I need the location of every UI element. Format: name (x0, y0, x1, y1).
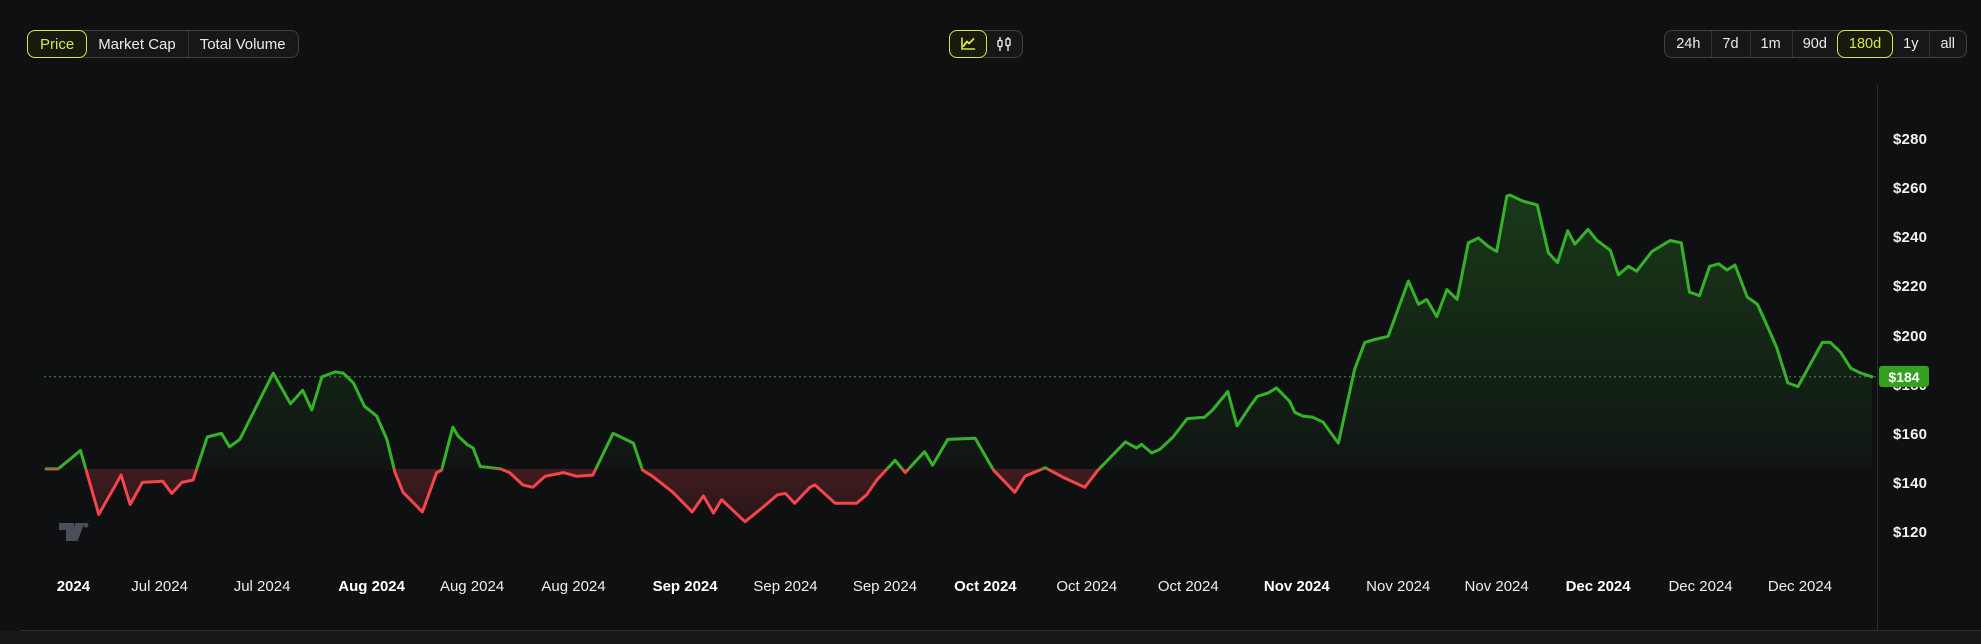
line-chart-type-button[interactable] (949, 30, 987, 58)
x-axis-label: Sep 2024 (852, 578, 918, 595)
current-price-badge: $184 (1879, 366, 1929, 388)
candlestick-icon (995, 35, 1013, 53)
x-axis-label: Sep 2024 (652, 578, 718, 595)
range-1y[interactable]: 1y (1903, 36, 1919, 52)
y-axis-label: $240 (1893, 229, 1928, 247)
x-axis-label: Oct 2024 (954, 578, 1017, 595)
x-axis-label: Aug 2024 (541, 578, 606, 595)
range-7d[interactable]: 7d (1711, 31, 1749, 57)
x-axis-label: Oct 2024 (1056, 578, 1118, 595)
range-button-group: 24h 7d 1m 90d 180d 1y all (1664, 30, 1967, 58)
tab-market-cap[interactable]: Market Cap (98, 35, 176, 53)
tradingview-logo[interactable] (58, 521, 89, 549)
x-axis-label: Jul 2024 (233, 578, 291, 595)
bottom-strip (0, 631, 1981, 644)
x-axis-label: Nov 2024 (1263, 578, 1330, 595)
x-axis-label: Aug 2024 (338, 578, 405, 595)
range-all[interactable]: all (1929, 31, 1966, 57)
y-axis-line (1877, 85, 1878, 630)
y-axis-label: $280 (1893, 131, 1928, 148)
y-axis-label: $120 (1893, 524, 1928, 541)
range-180d[interactable]: 180d (1836, 30, 1894, 58)
tab-total-volume[interactable]: Total Volume (187, 31, 298, 57)
y-axis-label: $140 (1893, 474, 1928, 492)
y-axis-label: $260 (1893, 180, 1928, 198)
line-chart-icon (959, 35, 977, 53)
y-axis-label: $220 (1893, 278, 1928, 296)
tab-price[interactable]: Price (27, 30, 88, 58)
range-90d[interactable]: 90d (1791, 31, 1838, 57)
range-24h[interactable]: 24h (1676, 36, 1701, 52)
x-axis-label: Nov 2024 (1366, 578, 1431, 595)
bottom-divider (20, 630, 1981, 631)
x-axis-label: Dec 2024 (1767, 578, 1833, 595)
x-axis-label: 2024 (56, 578, 91, 595)
range-1m[interactable]: 1m (1749, 31, 1792, 57)
x-axis-label: Aug 2024 (439, 578, 505, 595)
x-axis-label: Oct 2024 (1157, 578, 1219, 595)
metric-tab-group: Price Market Cap Total Volume (27, 30, 299, 58)
x-axis-label: Sep 2024 (753, 578, 818, 595)
x-axis-label: Jul 2024 (131, 578, 188, 595)
tradingview-logo-icon (59, 522, 89, 541)
x-axis-label: Dec 2024 (1565, 578, 1631, 595)
y-axis-label: $160 (1893, 425, 1928, 443)
x-axis-label: Dec 2024 (1668, 578, 1733, 595)
chart-type-toggle (949, 30, 1023, 58)
y-axis-label: $200 (1893, 327, 1928, 345)
x-axis-label: Nov 2024 (1464, 578, 1529, 595)
candlestick-chart-type-button[interactable] (986, 31, 1022, 57)
